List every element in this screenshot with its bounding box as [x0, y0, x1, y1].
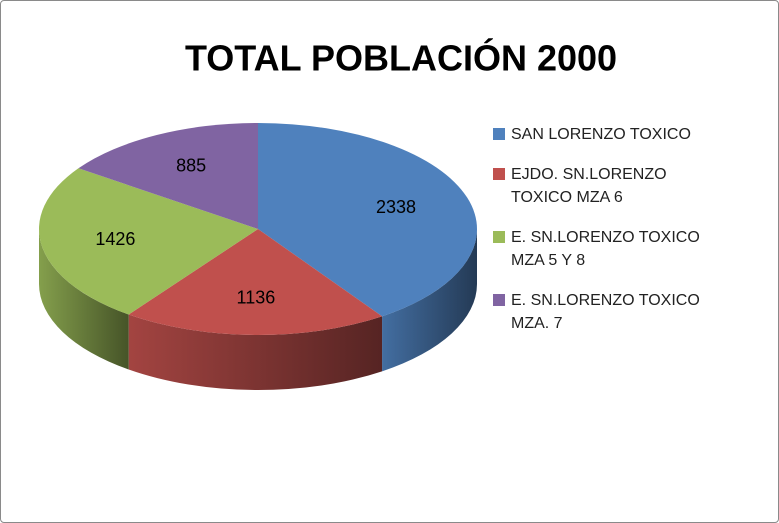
- data-label: 1426: [95, 229, 135, 249]
- pie-slice: [128, 229, 383, 335]
- pie-side: [39, 229, 129, 370]
- data-label: 2338: [376, 197, 416, 217]
- pie-slice: [38, 168, 258, 315]
- legend: SAN LORENZO TOXICO EJDO. SN.LORENZO TOXIC…: [493, 123, 708, 352]
- chart-title: TOTAL POBLACIÓN 2000: [185, 37, 617, 79]
- legend-item: EJDO. SN.LORENZO TOXICO MZA 6: [493, 163, 708, 209]
- legend-swatch: [493, 294, 505, 306]
- pie-slice: [258, 123, 478, 317]
- pie-side: [382, 229, 477, 372]
- legend-swatch: [493, 231, 505, 243]
- legend-swatch: [493, 168, 505, 180]
- legend-label: E. SN.LORENZO TOXICO MZA 5 Y 8: [511, 229, 700, 269]
- legend-label: EJDO. SN.LORENZO TOXICO MZA 6: [511, 166, 667, 206]
- legend-item: E. SN.LORENZO TOXICO MZA 5 Y 8: [493, 226, 708, 272]
- pie-slice: [78, 123, 258, 229]
- data-label: 885: [176, 156, 206, 176]
- data-label: 1136: [237, 288, 276, 308]
- legend-swatch: [493, 128, 505, 140]
- legend-item: E. SN.LORENZO TOXICO MZA. 7: [493, 289, 708, 335]
- legend-label: SAN LORENZO TOXICO: [511, 126, 691, 143]
- legend-item: SAN LORENZO TOXICO: [493, 123, 708, 146]
- legend-label: E. SN.LORENZO TOXICO MZA. 7: [511, 292, 700, 332]
- pie-side: [128, 314, 383, 390]
